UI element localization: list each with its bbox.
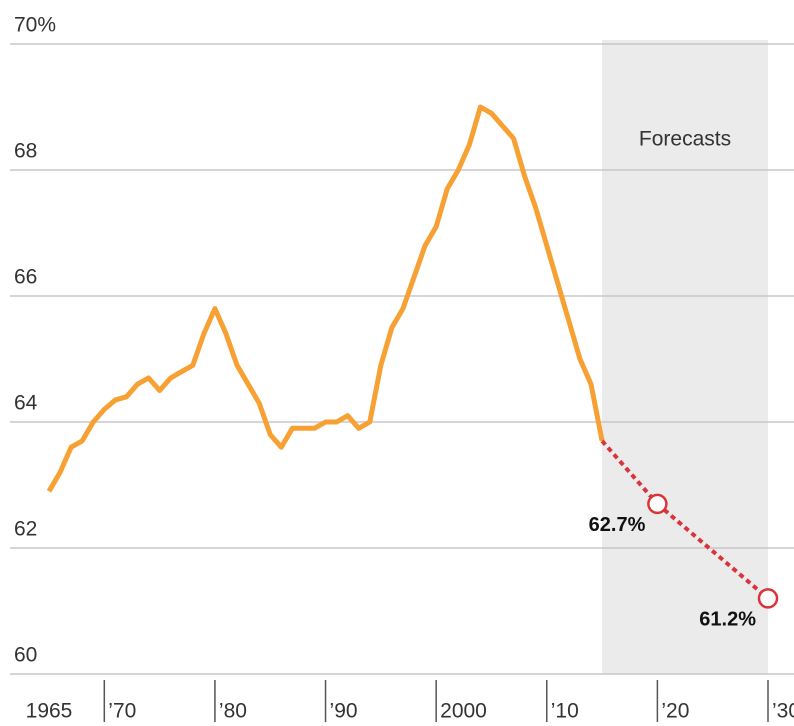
y-tick-label: 60 (14, 644, 37, 667)
data-label: 61.2% (699, 609, 756, 631)
forecast-connector (600, 439, 659, 506)
forecast-line (656, 502, 770, 600)
forecast-region (602, 40, 768, 674)
x-tick-label: ’10 (551, 700, 579, 723)
y-tick-label: 62 (14, 518, 37, 541)
forecast-point (647, 493, 668, 515)
forecast-point (757, 588, 779, 609)
x-tick-label: ’80 (219, 700, 247, 723)
y-tick-label: 66 (14, 266, 37, 289)
x-tick-label: ’70 (108, 700, 136, 723)
y-tick-label: 64 (14, 392, 38, 415)
x-tick-label: ’30 (772, 700, 794, 723)
forecast-label: Forecasts (639, 128, 731, 151)
y-tick-label: 70% (14, 14, 56, 37)
x-tick-label: ’90 (330, 700, 358, 723)
x-tick-label: 1965 (26, 700, 73, 723)
y-tick-label: 68 (14, 140, 37, 163)
x-tick-label: 2000 (440, 700, 487, 723)
line (46, 104, 605, 493)
x-tick-label: ’20 (661, 700, 689, 723)
data-label: 62.7% (589, 514, 646, 536)
